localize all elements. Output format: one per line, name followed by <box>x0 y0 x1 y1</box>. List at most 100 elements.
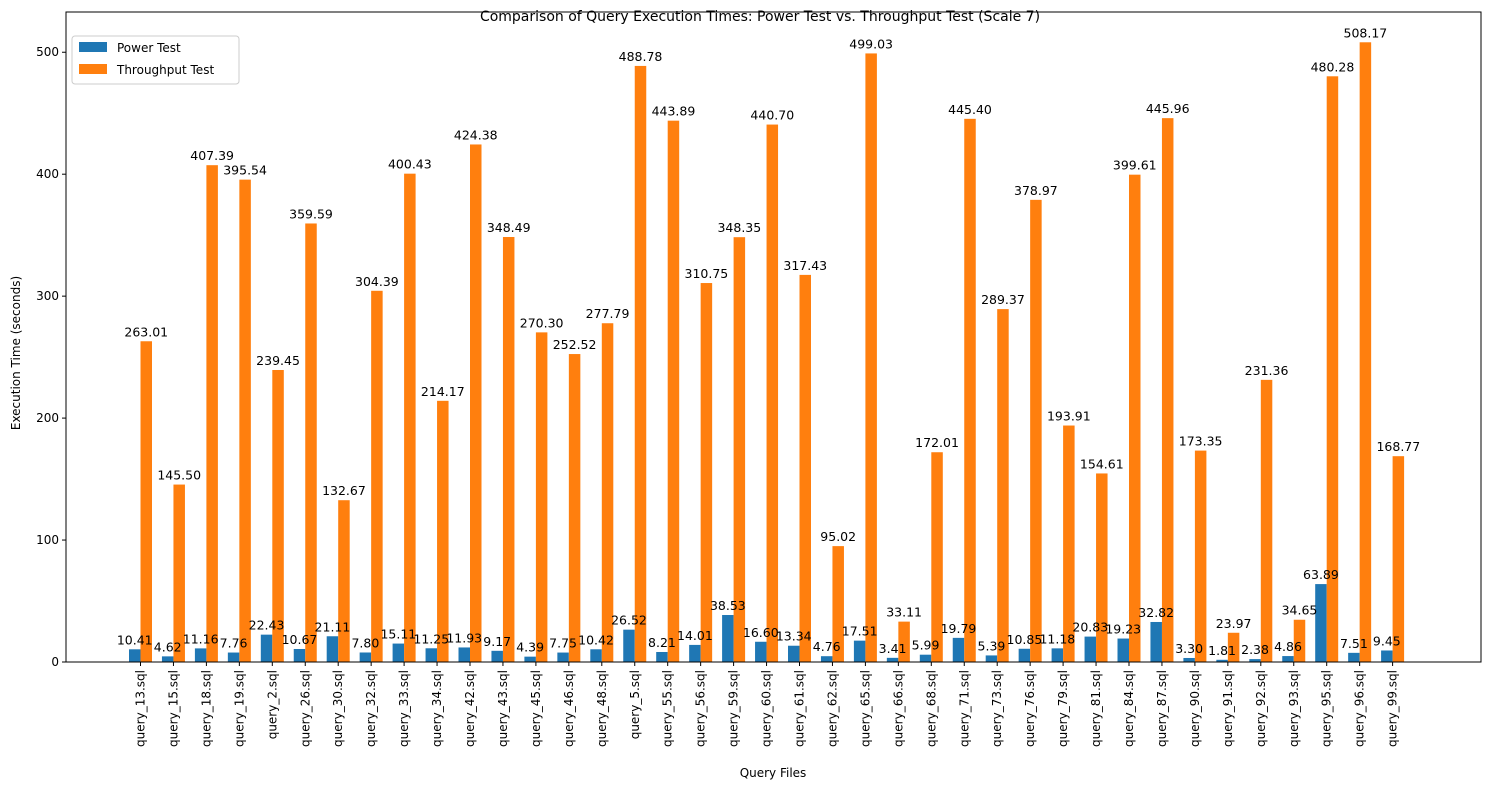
x-tick-label: query_13.sql <box>134 670 148 747</box>
data-label-power-test: 20.83 <box>1072 620 1108 635</box>
x-tick-label: query_79.sql <box>1056 670 1070 747</box>
bar-power-test <box>557 652 569 662</box>
data-label-throughput-test: 214.17 <box>421 384 465 399</box>
bar-power-test <box>1216 659 1228 662</box>
data-label-power-test: 11.25 <box>413 631 449 646</box>
bar-throughput-test <box>667 120 680 663</box>
bar-power-test <box>425 648 438 662</box>
data-label-power-test: 9.17 <box>483 634 511 649</box>
y-tick-label: 100 <box>36 533 59 547</box>
data-label-throughput-test: 193.91 <box>1047 409 1091 424</box>
y-axis: 0 100 200 300 400 500 <box>36 45 66 669</box>
x-tick-label: query_84.sql <box>1122 670 1136 747</box>
bar-throughput-test <box>1293 619 1306 662</box>
data-label-power-test: 13.34 <box>776 629 812 644</box>
bar-throughput-test <box>964 118 976 662</box>
x-tick-label: query_30.sql <box>331 670 345 747</box>
data-label-throughput-test: 310.75 <box>685 266 729 281</box>
y-tick-label: 0 <box>51 655 59 669</box>
x-tick-label: query_26.sql <box>298 670 312 747</box>
bar-power-test <box>689 644 701 662</box>
bar-power-test <box>722 615 734 662</box>
x-tick-label: query_48.sql <box>595 670 609 747</box>
bar-throughput-test <box>601 323 614 662</box>
data-label-throughput-test: 445.96 <box>1146 101 1190 116</box>
data-label-throughput-test: 508.17 <box>1344 25 1388 40</box>
y-axis-title: Execution Time (seconds) <box>9 276 23 430</box>
data-label-throughput-test: 145.50 <box>157 468 201 483</box>
bar-power-test <box>491 650 503 662</box>
bar-power-test <box>1348 652 1360 662</box>
bar-power-test <box>1249 659 1261 662</box>
bar-power-test <box>129 649 141 662</box>
bar-power-test <box>392 643 405 662</box>
data-label-power-test: 11.16 <box>183 631 219 646</box>
data-label-power-test: 10.41 <box>117 632 153 647</box>
data-label-power-test: 5.39 <box>978 638 1006 653</box>
x-tick-label: query_87.sql <box>1155 670 1169 747</box>
bar-throughput-test <box>437 400 449 662</box>
data-label-power-test: 19.79 <box>941 621 977 636</box>
data-label-power-test: 4.86 <box>1274 639 1302 654</box>
bar-power-test <box>1282 656 1294 662</box>
bar-power-test <box>788 645 800 662</box>
data-label-throughput-test: 173.35 <box>1179 434 1223 449</box>
plot-frame <box>65 11 1482 663</box>
bar-throughput-test <box>1161 118 1174 662</box>
bar-power-test <box>952 637 965 662</box>
x-tick-label: query_59.sql <box>727 670 741 747</box>
data-label-throughput-test: 23.97 <box>1216 616 1252 631</box>
x-axis-title: Query Files <box>740 766 807 780</box>
data-label-power-test: 2.38 <box>1241 642 1269 657</box>
x-tick-label: query_93.sql <box>1287 670 1301 747</box>
bar-throughput-test <box>1326 76 1339 663</box>
y-tick-label: 500 <box>36 45 59 59</box>
x-tick-label: query_34.sql <box>430 670 444 747</box>
bar-power-test <box>623 629 635 662</box>
bar-power-test <box>886 657 899 662</box>
data-label-throughput-test: 154.61 <box>1080 456 1124 471</box>
x-tick-label: query_95.sql <box>1320 670 1334 747</box>
x-tick-label: query_62.sql <box>825 670 839 747</box>
bar-power-test <box>590 649 602 662</box>
bar-power-test <box>260 634 273 662</box>
legend: Power Test Throughput Test <box>71 35 240 85</box>
data-label-throughput-test: 317.43 <box>783 258 827 273</box>
data-label-power-test: 3.30 <box>1175 641 1203 656</box>
x-tick-label: query_65.sql <box>858 670 872 747</box>
bar-throughput-test <box>634 65 647 663</box>
data-label-power-test: 10.67 <box>282 632 318 647</box>
bar-throughput-test <box>1194 450 1207 662</box>
data-label-power-test: 15.11 <box>380 627 416 642</box>
bar-throughput-test <box>568 354 581 662</box>
bar-power-test <box>820 656 833 662</box>
x-tick-label: query_56.sql <box>694 670 708 747</box>
x-tick-label: query_46.sql <box>562 670 576 747</box>
bar-throughput-test <box>1227 632 1240 662</box>
data-label-throughput-test: 304.39 <box>355 274 399 289</box>
bar-power-test <box>919 654 932 662</box>
x-tick-label: query_5.sql <box>628 670 642 739</box>
data-label-power-test: 7.75 <box>549 636 577 651</box>
data-label-throughput-test: 132.67 <box>322 483 366 498</box>
bar-throughput-test <box>1260 379 1273 662</box>
x-tick-label: query_96.sql <box>1353 670 1367 747</box>
bar-throughput-test <box>470 144 482 663</box>
x-tick-label: query_66.sql <box>891 670 905 747</box>
bar-throughput-test <box>206 165 218 662</box>
bar-throughput-test <box>338 500 350 662</box>
bar-throughput-test <box>997 309 1009 662</box>
data-label-power-test: 38.53 <box>710 598 746 613</box>
legend-label-power-test: Power Test <box>117 41 181 55</box>
data-labels-group: 10.41 263.01 4.62 145.50 11.16 407.39 7.76 395.… <box>117 25 1420 658</box>
x-tick-label: query_19.sql <box>232 670 246 747</box>
data-label-throughput-test: 277.79 <box>586 306 630 321</box>
bar-power-test <box>1018 648 1031 662</box>
bar-power-test <box>1381 650 1393 662</box>
bars-group <box>129 42 1405 663</box>
data-label-power-test: 16.60 <box>743 625 779 640</box>
x-tick-label: query_73.sql <box>990 670 1004 747</box>
data-label-throughput-test: 289.37 <box>981 292 1025 307</box>
legend-swatch-power-test <box>79 42 107 52</box>
